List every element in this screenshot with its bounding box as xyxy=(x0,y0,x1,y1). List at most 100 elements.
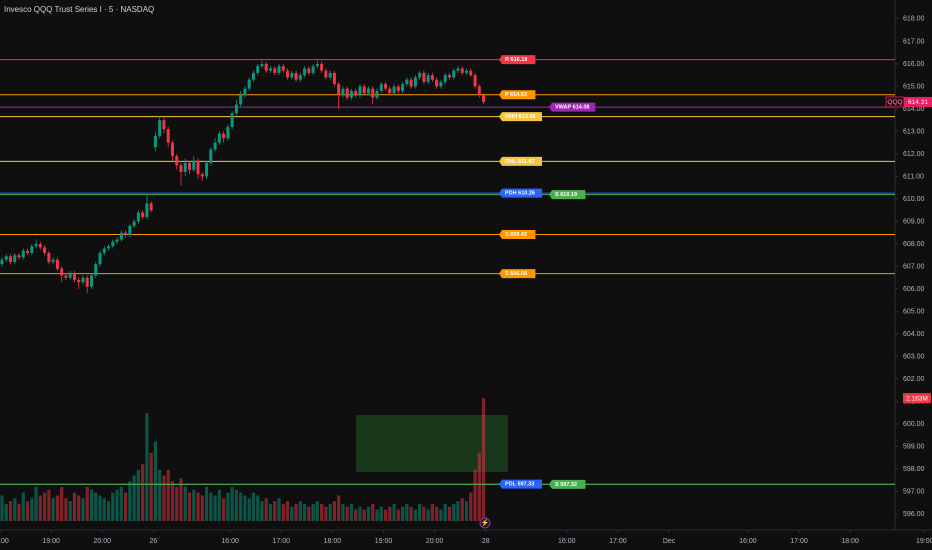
level-value: 606.68 xyxy=(510,272,527,278)
volume-bar xyxy=(51,498,55,521)
level-value: 614.63 xyxy=(510,93,527,99)
candle-body xyxy=(320,63,324,71)
candle-body xyxy=(124,232,128,235)
candle-body xyxy=(175,156,179,166)
volume-bar xyxy=(8,501,13,521)
volume-bar xyxy=(456,501,460,521)
candle-body xyxy=(477,86,481,96)
candle-body xyxy=(153,135,157,148)
candle-body xyxy=(426,75,430,82)
candle-body xyxy=(111,241,115,247)
level-tag xyxy=(499,112,542,122)
candle-body xyxy=(192,160,196,170)
candle-body xyxy=(396,86,400,91)
level-name: ONL xyxy=(505,159,517,165)
volume-bar xyxy=(366,506,371,521)
volume-bar xyxy=(473,469,477,521)
candle-body xyxy=(465,70,469,73)
candle-body xyxy=(447,75,451,78)
level-value: 611.67 xyxy=(518,159,535,165)
volume-bar xyxy=(379,506,383,521)
y-tick-label: 603.00 xyxy=(903,353,925,360)
event-icon[interactable] xyxy=(479,517,491,529)
volume-bar xyxy=(481,398,486,521)
x-tick-label: 17:00 xyxy=(609,538,627,545)
volume-bar xyxy=(285,501,290,521)
level-name: S xyxy=(555,193,559,199)
candle-body xyxy=(162,120,166,130)
volume-bar xyxy=(439,509,443,521)
candle-body xyxy=(234,104,238,114)
level-label: PDL 597.33 xyxy=(505,482,534,488)
volume-bar xyxy=(170,481,175,521)
candle-body xyxy=(315,63,319,67)
level-label: VWAP 614.08 xyxy=(555,105,589,111)
candle-body xyxy=(141,212,145,217)
level-label: S 597.32 xyxy=(555,482,577,488)
candle-body xyxy=(379,84,383,91)
candle-body xyxy=(268,68,272,71)
candle-body xyxy=(200,174,204,177)
volume-bar xyxy=(452,503,456,521)
volume-bar xyxy=(21,492,25,521)
volume-bar xyxy=(209,492,213,521)
volume-bar xyxy=(281,503,285,521)
candle-body xyxy=(9,256,13,262)
candle-body xyxy=(128,225,132,235)
zone-box xyxy=(356,415,508,472)
candle-body xyxy=(362,86,366,94)
y-tick-label: 599.00 xyxy=(903,443,925,450)
candle-body xyxy=(196,160,200,175)
candle-body xyxy=(460,68,464,73)
candle-body xyxy=(89,275,93,287)
level-tag xyxy=(499,479,542,489)
volume-bar xyxy=(422,506,426,521)
candle-body xyxy=(384,84,388,89)
candle-body xyxy=(77,279,81,283)
volume-bar xyxy=(200,495,204,521)
volume-bar xyxy=(187,492,192,521)
volume-bar xyxy=(332,501,337,521)
candle-body xyxy=(179,165,183,172)
volume-bar xyxy=(345,506,349,521)
candle-body xyxy=(98,252,102,265)
volume-bar xyxy=(418,503,422,521)
candle-body xyxy=(51,259,55,262)
y-tick-label: 608.00 xyxy=(903,241,925,248)
candle-body xyxy=(307,68,311,73)
volume-bar xyxy=(72,492,77,521)
candle-body xyxy=(222,133,226,139)
volume-bar xyxy=(447,506,452,521)
candle-body xyxy=(430,75,434,80)
volume-bar xyxy=(469,492,473,521)
volume-bar xyxy=(85,486,89,521)
candle-body xyxy=(205,162,209,177)
volume-bar xyxy=(251,492,256,521)
last-volume-tag xyxy=(903,393,931,404)
volume-bar xyxy=(98,495,102,521)
candle-body xyxy=(294,72,298,80)
candle-body xyxy=(366,88,370,94)
volume-bar xyxy=(443,503,447,521)
chart-title: Invesco QQQ Trust Series I · 5 · NASDAQ xyxy=(4,5,154,14)
x-tick-label: 18:00 xyxy=(841,538,859,545)
volume-bar xyxy=(17,503,21,521)
candle-body xyxy=(119,232,123,240)
level-name: S xyxy=(505,232,509,238)
y-tick-label: 612.00 xyxy=(903,151,925,158)
candle-body xyxy=(349,90,353,98)
volume-bar xyxy=(166,469,170,521)
candle-body xyxy=(260,63,264,67)
y-tick-label: 618.00 xyxy=(903,16,925,23)
x-tick-label: 17:00 xyxy=(790,538,808,545)
volume-bar xyxy=(388,506,392,521)
candle-body xyxy=(213,142,217,150)
candle-body xyxy=(158,120,162,136)
candles xyxy=(0,60,486,294)
level-tag xyxy=(549,479,586,489)
candle-body xyxy=(311,66,315,73)
volume-bar xyxy=(349,503,354,521)
level-tag xyxy=(549,190,586,200)
volume-bar xyxy=(128,481,132,521)
candle-body xyxy=(290,72,294,78)
